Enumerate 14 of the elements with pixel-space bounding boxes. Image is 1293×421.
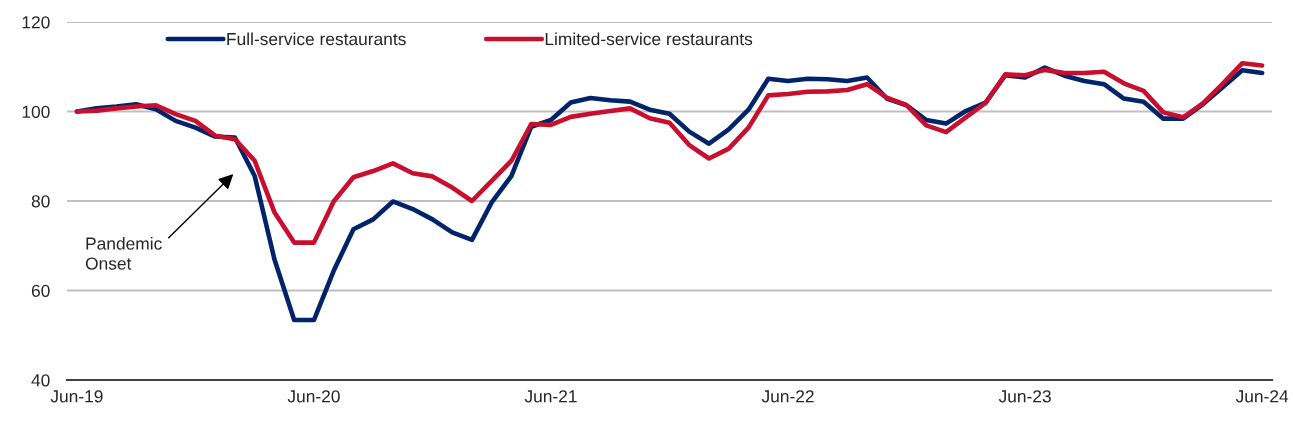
x-tick-label: Jun-22: [761, 390, 814, 403]
x-tick-label: Jun-24: [1235, 390, 1289, 403]
x-tick-label: Jun-19: [50, 390, 103, 403]
y-tick-label: 60: [31, 284, 50, 297]
y-tick-label: 100: [22, 105, 50, 118]
y-tick-label: 40: [31, 374, 50, 387]
x-tick-label: Jun-21: [524, 390, 577, 403]
y-tick-label: 80: [31, 195, 50, 208]
legend-label: Full-service restaurants: [227, 32, 406, 46]
y-tick-label: 120: [22, 16, 50, 29]
legend-label: Limited-service restaurants: [545, 32, 753, 46]
x-tick-label: Jun-23: [998, 390, 1051, 403]
annotation: Pandemic Onset: [85, 236, 162, 270]
x-tick-label: Jun-20: [287, 390, 340, 403]
